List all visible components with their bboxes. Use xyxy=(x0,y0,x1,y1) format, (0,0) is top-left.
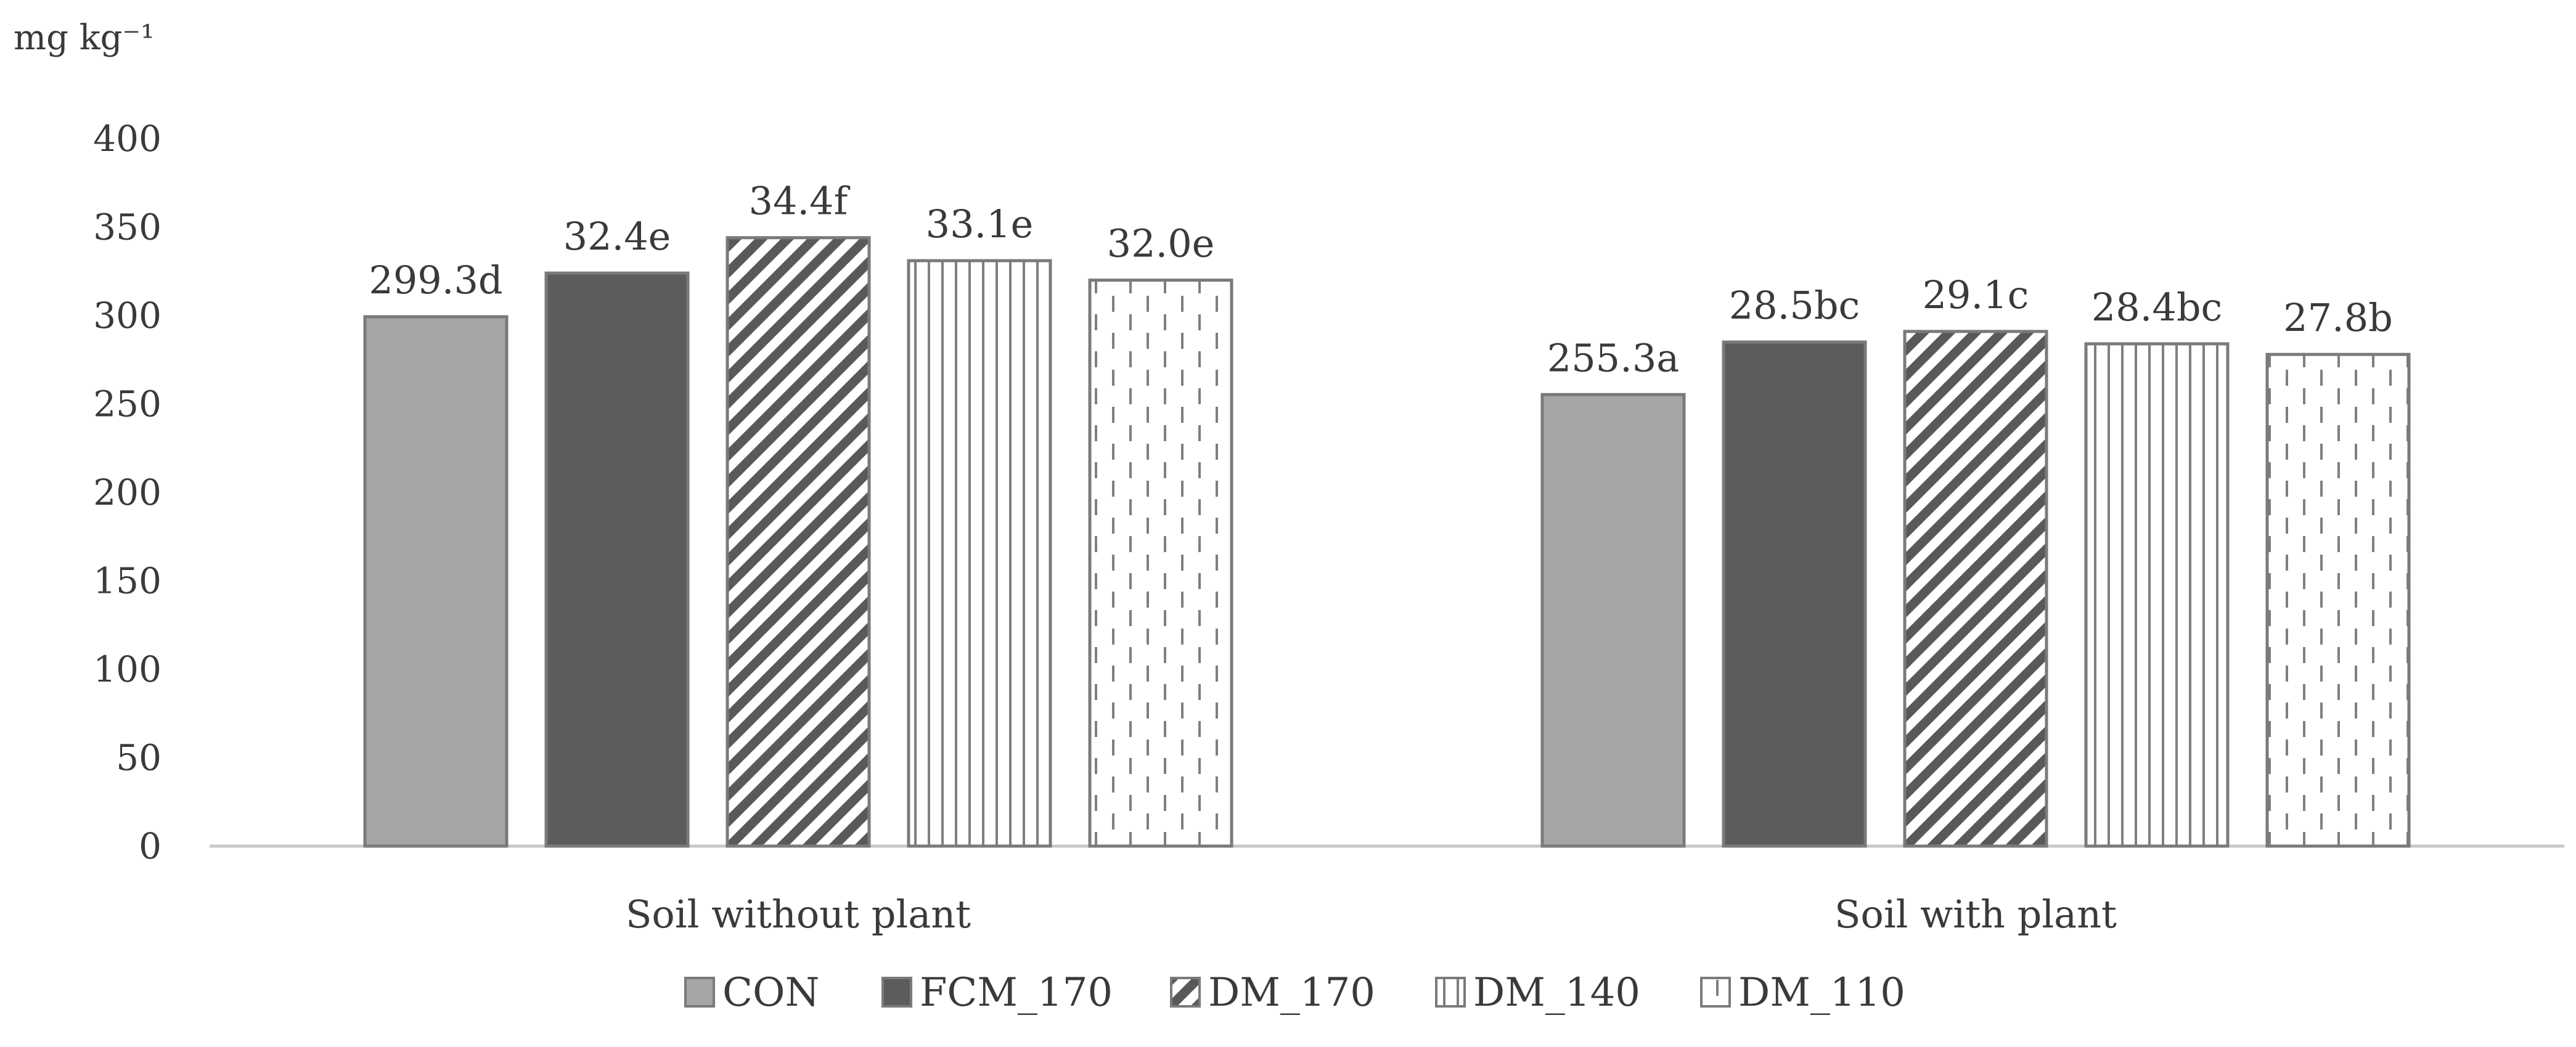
bar-soil-without-plant-dm-140 xyxy=(907,259,1052,848)
category-label-group: Soil without plant Soil with plant xyxy=(626,892,2117,937)
y-axis-ticks: 0 50 100 150 200 250 300 350 400 xyxy=(93,118,162,867)
y-tick-label-250: 250 xyxy=(93,383,162,425)
bar-soil-without-plant-dm-170 xyxy=(726,236,871,848)
y-axis-unit-label: mg kg⁻¹ xyxy=(14,18,155,58)
legend-swatch-dm-170 xyxy=(1170,977,1201,1008)
legend-label-con: CON xyxy=(722,970,819,1016)
y-tick-label-400: 400 xyxy=(93,118,162,160)
legend-swatch-fcm-170 xyxy=(881,977,912,1008)
bar-soil-with-plant-dm-140 xyxy=(2084,342,2230,848)
legend: CON FCM_170 DM_170 DM_140 DM_110 xyxy=(684,970,1905,1016)
bar-group xyxy=(363,236,2411,848)
data-label-soil-with-plant-con: 255.3a xyxy=(1547,335,1679,380)
bar-soil-without-plant-con xyxy=(363,315,509,848)
data-label-soil-with-plant-fcm-170: 28.5bc xyxy=(1729,283,1860,328)
data-label-group: 299.3d 32.4e 34.4f 33.1e 32.0e 255.3a 28.5bc 29… xyxy=(369,179,2392,381)
y-tick-label-50: 50 xyxy=(116,737,162,779)
legend-label-dm-170: DM_170 xyxy=(1208,970,1375,1016)
data-label-soil-with-plant-dm-110: 27.8b xyxy=(2283,295,2393,340)
legend-label-fcm-170: FCM_170 xyxy=(920,970,1113,1016)
bar-soil-with-plant-fcm-170 xyxy=(1722,340,1867,848)
legend-label-dm-140: DM_140 xyxy=(1473,970,1640,1016)
bar-soil-with-plant-con xyxy=(1540,393,1686,848)
y-tick-label-100: 100 xyxy=(93,648,162,690)
legend-label-dm-110: DM_110 xyxy=(1738,970,1905,1016)
data-label-soil-without-plant-con: 299.3d xyxy=(369,258,502,303)
bar-soil-with-plant-dm-110 xyxy=(2265,352,2411,848)
data-label-soil-with-plant-dm-140: 28.4bc xyxy=(2091,285,2222,330)
data-label-soil-without-plant-dm-110: 32.0e xyxy=(1107,221,1215,266)
data-label-soil-with-plant-dm-170: 29.1c xyxy=(1923,272,2029,317)
bar-soil-without-plant-dm-110 xyxy=(1088,279,1233,848)
y-tick-label-200: 200 xyxy=(93,471,162,513)
bar-soil-with-plant-dm-170 xyxy=(1903,330,2048,848)
legend-swatch-dm-110 xyxy=(1700,977,1731,1008)
category-label-soil-without-plant: Soil without plant xyxy=(626,892,971,937)
y-tick-label-0: 0 xyxy=(139,825,162,867)
category-label-soil-with-plant: Soil with plant xyxy=(1834,892,2117,937)
y-tick-label-350: 350 xyxy=(93,206,162,248)
data-label-soil-without-plant-fcm-170: 32.4e xyxy=(563,214,671,259)
bar-soil-without-plant-fcm-170 xyxy=(544,271,690,848)
y-tick-label-150: 150 xyxy=(93,560,162,602)
data-label-soil-without-plant-dm-140: 33.1e xyxy=(926,202,1034,246)
data-label-soil-without-plant-dm-170: 34.4f xyxy=(749,179,851,224)
y-tick-label-300: 300 xyxy=(93,295,162,336)
legend-swatch-dm-140 xyxy=(1435,977,1466,1008)
legend-swatch-con xyxy=(684,977,715,1008)
